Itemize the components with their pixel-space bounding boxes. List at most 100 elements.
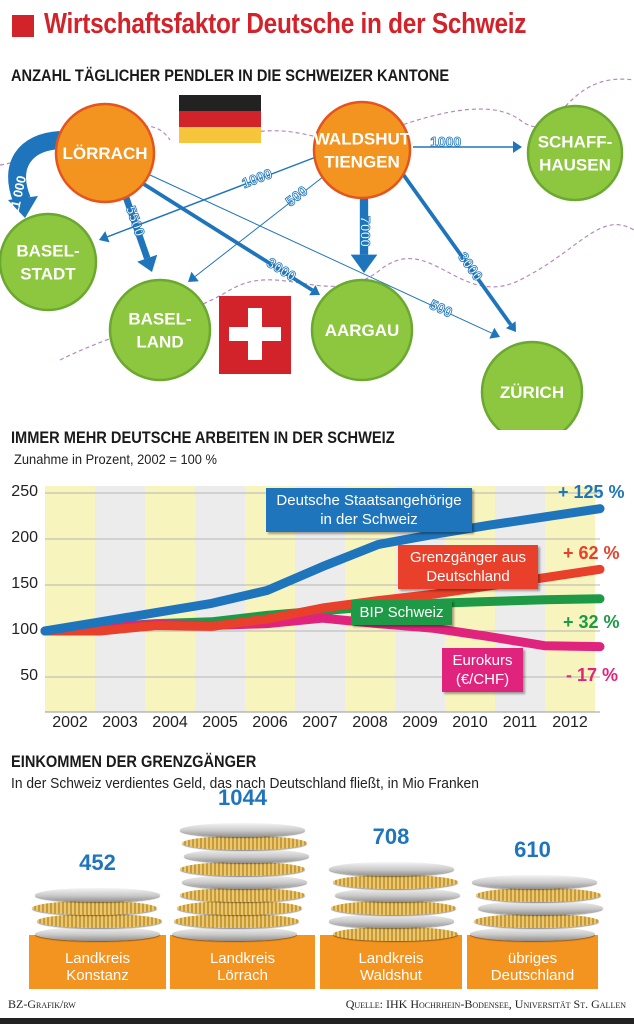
node-schaffhausen: SCHAFF- HAUSEN (526, 104, 624, 202)
node-circle (0, 212, 98, 312)
flag-stripe (179, 127, 261, 143)
flow-label: 1000 (430, 134, 461, 150)
category-box: Landkreis Lörrach (170, 935, 315, 989)
line-chart (40, 486, 605, 713)
series-end-label: + 32 % (563, 612, 620, 632)
node-circle (526, 104, 624, 202)
column-band (45, 486, 95, 712)
series-end-label: + 125 % (558, 482, 625, 502)
flag-cross (229, 327, 281, 341)
einkommen-heading: EINKOMMEN DER GRENZGÄNGER (11, 752, 257, 771)
arrowhead (489, 327, 500, 339)
category-label: Konstanz (66, 967, 129, 984)
node-loerrach: LÖRRACH (54, 102, 156, 204)
coin (37, 914, 162, 928)
x-tick-label: 2002 (52, 714, 88, 731)
german-flag (179, 95, 261, 143)
node-label: LAND (136, 333, 183, 352)
coin (180, 862, 305, 876)
arrow-loerrach-zuerich (149, 174, 493, 334)
coin (332, 875, 458, 889)
x-tick-label: 2004 (152, 714, 188, 731)
category-label: Deutschland (490, 967, 575, 984)
arrow-waldshut-zuerich (398, 168, 513, 326)
coin (328, 862, 454, 876)
y-tick-label: 200 (11, 529, 38, 546)
einkommen-subtitle: In der Schweiz verdientes Geld, das nach… (11, 775, 479, 792)
value-label: 610 (514, 837, 551, 862)
arrowhead (8, 196, 38, 218)
coin (474, 914, 599, 928)
y-tick-label: 150 (11, 575, 38, 592)
credit: BZ-Grafik/rw (8, 997, 76, 1011)
category-label: Landkreis (358, 950, 424, 967)
node-baselstadt: BASEL- STADT (0, 212, 98, 312)
coin (180, 888, 305, 902)
series-label-box: Eurokurs (€/CHF) (442, 648, 523, 692)
x-tick-label: 2007 (302, 714, 338, 731)
series-label: Eurokurs (452, 652, 513, 669)
bottom-bar (0, 1018, 634, 1024)
coin (35, 888, 160, 902)
value-label: 708 (372, 824, 410, 849)
commuter-diagram: 11 000550030005001000500700030001000LÖRR… (0, 78, 634, 430)
series-label: BIP Schweiz (359, 604, 444, 621)
column-band (145, 486, 195, 712)
flag-stripe (179, 111, 261, 127)
x-tick-label: 2011 (502, 714, 538, 731)
coin (470, 927, 595, 941)
coin (334, 888, 460, 902)
node-label: WALDSHUT (314, 130, 411, 149)
node-label: SCHAFF- (538, 133, 613, 152)
node-baselland: BASEL- LAND (108, 278, 212, 382)
coin (177, 901, 302, 915)
y-tick-label: 100 (11, 621, 38, 638)
coin (472, 875, 597, 889)
arrow-waldshut-baselland (194, 172, 329, 277)
coin (182, 836, 307, 850)
node-label: BASEL- (16, 242, 79, 261)
coin (180, 823, 305, 837)
arrow-loerrach-aargau (141, 181, 314, 292)
x-tick-label: 2010 (452, 714, 488, 731)
node-label: AARGAU (325, 321, 400, 340)
arrowhead (505, 321, 516, 332)
node-aargau: AARGAU (310, 278, 414, 382)
flag-stripe (179, 95, 261, 111)
x-tick-label: 2006 (252, 714, 288, 731)
category-label: Landkreis (64, 950, 131, 967)
category-box: übriges Deutschland (467, 935, 598, 989)
arrow-loerrach-baselstadt (8, 131, 61, 204)
swiss-flag (219, 296, 291, 374)
category-label: übriges (507, 950, 558, 967)
node-zuerich: ZÜRICH (480, 340, 584, 430)
series-end-label: + 62 % (563, 543, 620, 563)
pendler-heading: ANZAHL TÄGLICHER PENDLER IN DIE SCHWEIZE… (11, 66, 450, 85)
arrowhead (99, 231, 110, 243)
column-band (95, 486, 145, 712)
node-label: LÖRRACH (63, 144, 148, 163)
category-box: Landkreis Konstanz (29, 935, 166, 989)
coin (330, 901, 456, 915)
arrowhead (309, 285, 320, 296)
source: Quelle: IHK Hochrhein-Bodensee, Universi… (345, 997, 626, 1011)
category-box: Landkreis Waldshut (320, 935, 462, 989)
node-waldshut: WALDSHUT TIENGEN (312, 100, 412, 200)
series-label-box: BIP Schweiz (351, 600, 452, 625)
series-end-label: - 17 % (566, 665, 619, 685)
category-label: Waldshut (360, 967, 422, 984)
node-circle (480, 340, 584, 430)
arrowhead (350, 254, 378, 273)
coin (174, 914, 299, 928)
x-tick-label: 2005 (202, 714, 238, 731)
series-line-0 (40, 504, 605, 636)
coin (476, 888, 601, 902)
value-label: 452 (79, 850, 116, 875)
flow-label: 7000 (357, 216, 373, 247)
coin (32, 901, 157, 915)
arrowhead (137, 254, 158, 272)
series-label: in der Schweiz (320, 511, 418, 528)
category-label: Landkreis (209, 950, 276, 967)
series-label: Grenzgänger aus (410, 549, 526, 566)
title-marker (12, 15, 34, 37)
